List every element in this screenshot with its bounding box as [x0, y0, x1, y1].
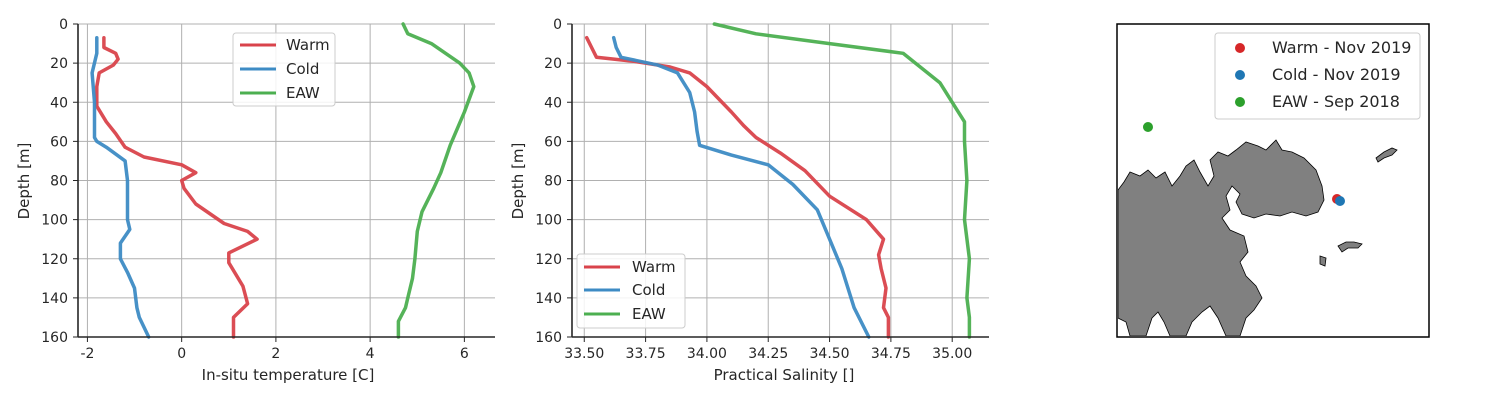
map-legend-marker-warm [1235, 43, 1245, 53]
temperature-y-tick-label: 120 [41, 252, 68, 268]
salinity-y-tick-label: 20 [544, 56, 562, 72]
temperature-y-tick-label: 60 [50, 134, 68, 150]
temperature-y-tick-label: 160 [41, 330, 68, 346]
map-legend: Warm - Nov 2019 Cold - Nov 2019 EAW - Se… [1214, 32, 1421, 120]
salinity-y-tick-label: 60 [544, 134, 562, 150]
temperature-series-warm [95, 35, 259, 339]
salinity-y-tick-label: 40 [544, 95, 562, 111]
map-point-cold [1335, 196, 1345, 206]
temperature-y-tick-label: 40 [50, 95, 68, 111]
temperature-legend: Warm Cold EAW [232, 32, 336, 107]
salinity-y-tick-label: 120 [535, 252, 562, 268]
temperature-y-tick-label: 0 [59, 17, 68, 33]
salinity-x-axis-label: Practical Salinity [] [714, 366, 855, 384]
legend-label-warm: Warm [632, 258, 676, 276]
salinity-x-tick-label: 34.75 [871, 346, 911, 362]
legend-label-cold: Cold [632, 281, 665, 299]
salinity-y-tick-label: 160 [535, 330, 562, 346]
temperature-x-tick-label: 2 [271, 346, 280, 362]
temperature-x-axis-label: In-situ temperature [C] [202, 366, 375, 384]
temperature-x-tick-label: -2 [80, 346, 94, 362]
temperature-y-tick-label: 140 [41, 291, 68, 307]
salinity-y-axis-label: Depth [m] [509, 143, 527, 220]
salinity-x-tick-label: 34.00 [687, 346, 727, 362]
salinity-series-cold [611, 35, 871, 339]
landmass [1118, 139, 1398, 336]
salinity-series [584, 22, 972, 339]
salinity-y-tick-label: 0 [553, 17, 562, 33]
map-legend-label-eaw: EAW - Sep 2018 [1272, 92, 1400, 111]
landmass-east-islet [1337, 241, 1363, 253]
temperature-y-tick-label: 80 [50, 174, 68, 190]
temperature-x-tick-label: 4 [366, 346, 375, 362]
legend-label-eaw: EAW [286, 84, 320, 102]
map-legend-label-cold: Cold - Nov 2019 [1272, 65, 1401, 84]
temperature-series [90, 22, 476, 339]
legend-label-cold: Cold [286, 60, 319, 78]
temperature-series-cold [90, 35, 151, 339]
legend-label-eaw: EAW [632, 305, 666, 323]
salinity-profile-chart: 33.50 33.75 34.00 34.25 34.50 34.75 35.00 0 20 40… [509, 17, 989, 384]
temperature-x-tick-label: 0 [177, 346, 186, 362]
temperature-y-tick-label: 100 [41, 213, 68, 229]
map-legend-label-warm: Warm - Nov 2019 [1272, 38, 1411, 57]
salinity-series-eaw [712, 22, 972, 339]
landmass-northeast-islet [1375, 147, 1398, 163]
landmass-main-island [1118, 139, 1325, 336]
landmass-small-islet [1319, 255, 1327, 267]
temperature-series-eaw [396, 22, 476, 339]
salinity-legend: Warm Cold EAW [576, 253, 686, 329]
station-map: Warm - Nov 2019 Cold - Nov 2019 EAW - Se… [1116, 23, 1430, 338]
temperature-y-axis-label: Depth [m] [15, 143, 33, 220]
salinity-y-tick-label: 100 [535, 213, 562, 229]
map-legend-marker-eaw [1235, 97, 1245, 107]
map-point-eaw [1143, 122, 1153, 132]
salinity-y-tick-label: 140 [535, 291, 562, 307]
temperature-y-tick-label: 20 [50, 56, 68, 72]
salinity-x-tick-label: 35.00 [932, 346, 972, 362]
salinity-y-tick-label: 80 [544, 174, 562, 190]
temperature-x-tick-label: 6 [460, 346, 469, 362]
salinity-x-tick-label: 33.50 [564, 346, 604, 362]
map-legend-marker-cold [1235, 70, 1245, 80]
salinity-x-tick-label: 33.75 [626, 346, 666, 362]
salinity-x-tick-label: 34.25 [748, 346, 788, 362]
legend-label-warm: Warm [286, 36, 330, 54]
salinity-ticks: 33.50 33.75 34.00 34.25 34.50 34.75 35.00 0 20 40… [535, 17, 972, 362]
salinity-x-tick-label: 34.50 [810, 346, 850, 362]
